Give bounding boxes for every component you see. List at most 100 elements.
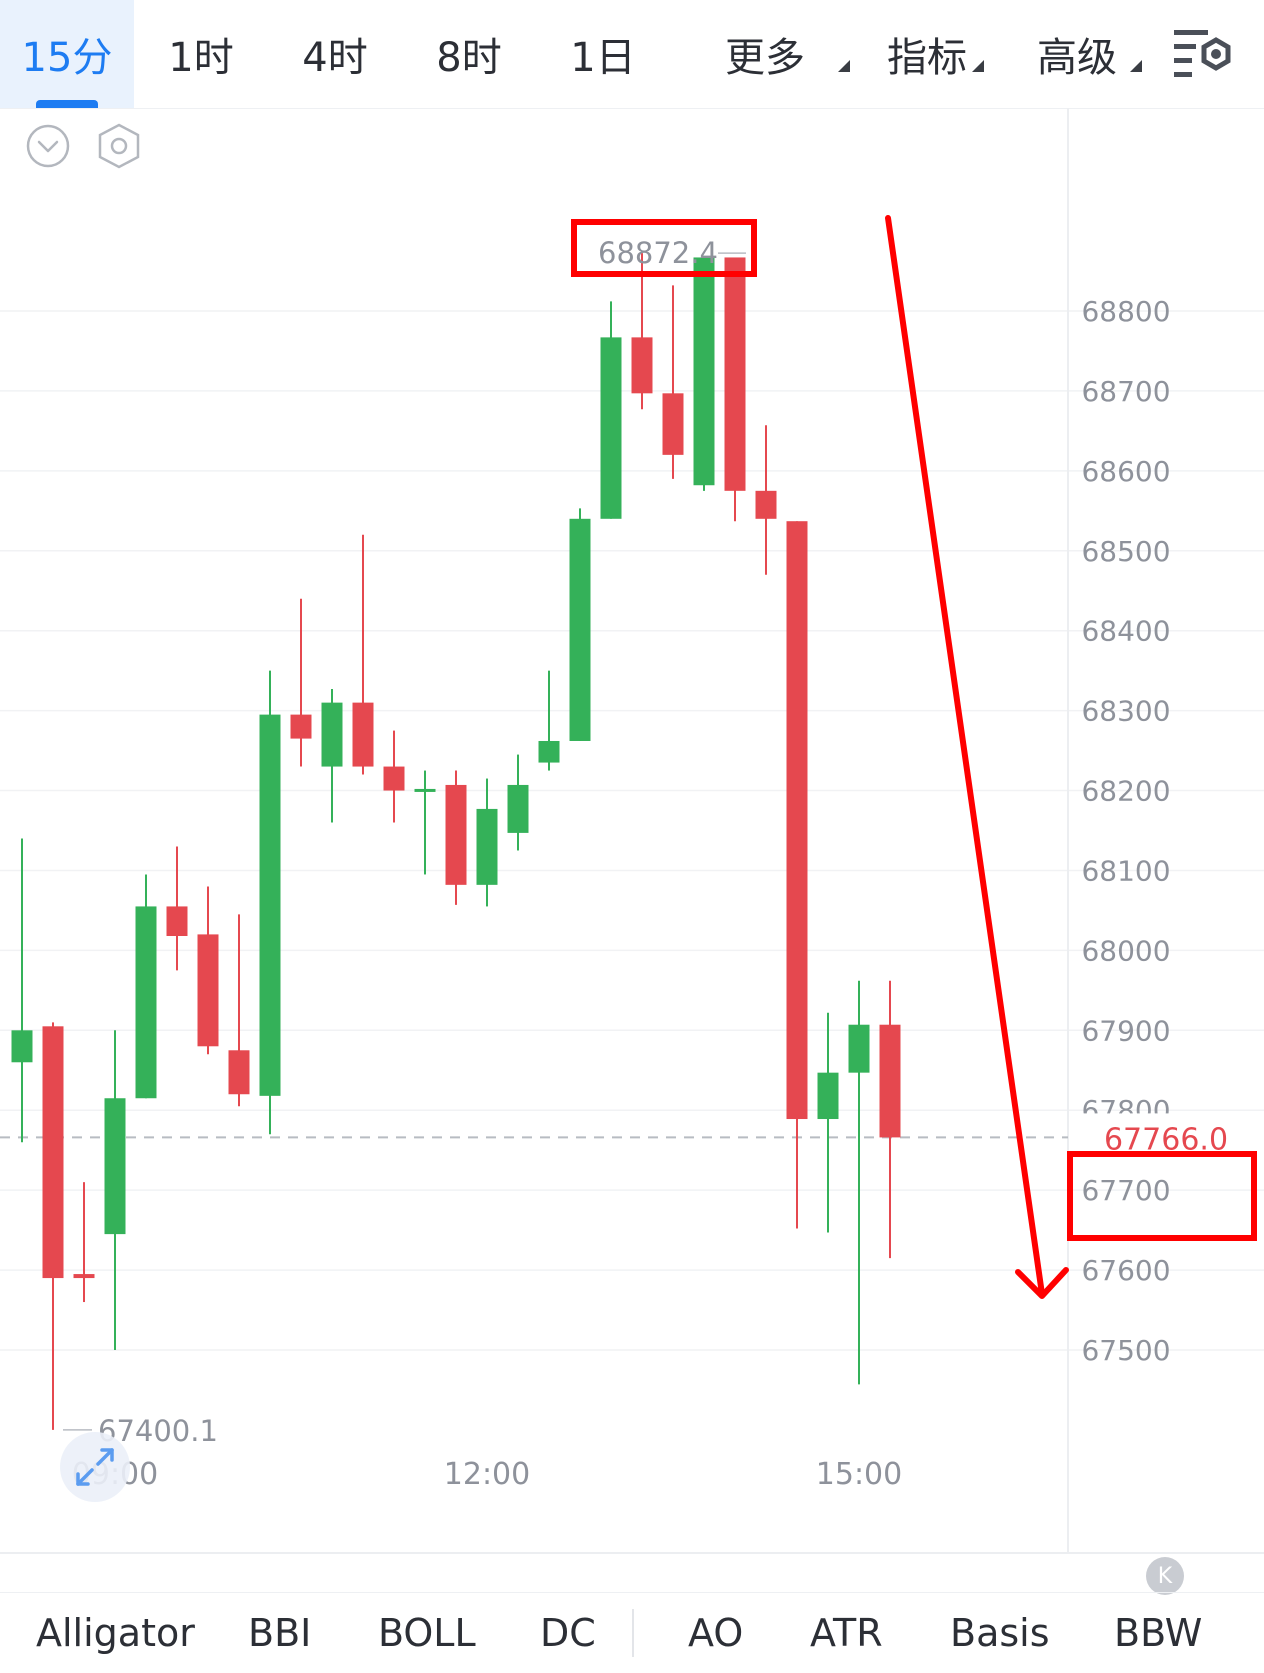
- price-highlight-box: [1067, 1151, 1257, 1241]
- candle: [104, 1030, 126, 1350]
- price-tick-label: 68300: [1081, 695, 1170, 728]
- indicator-basis[interactable]: Basis: [950, 1611, 1050, 1655]
- chart-settings-icon[interactable]: [1172, 24, 1234, 82]
- candle-body: [228, 1050, 250, 1095]
- fullscreen-button[interactable]: [60, 1432, 130, 1502]
- price-tick-label: 68600: [1081, 455, 1170, 488]
- candle: [352, 534, 374, 775]
- tab-label: 高级: [1037, 35, 1117, 81]
- tab-label: 1时: [168, 35, 234, 81]
- time-tick-label: 12:00: [444, 1457, 530, 1492]
- tab-more[interactable]: 更多: [670, 0, 860, 108]
- tab-label: 4时: [302, 35, 368, 81]
- candle-body: [290, 714, 312, 739]
- candle-body: [817, 1072, 839, 1120]
- price-tick-label: 68700: [1081, 375, 1170, 408]
- candle: [321, 689, 343, 823]
- price-tick-label: 68200: [1081, 775, 1170, 808]
- candle: [228, 914, 250, 1107]
- down-arrow-head: [1015, 1267, 1069, 1299]
- price-tick-label: 68100: [1081, 854, 1170, 887]
- price-tick-label: 68500: [1081, 535, 1170, 568]
- tab-indicators[interactable]: 指标: [860, 0, 994, 108]
- tab-1h[interactable]: 1时: [134, 0, 268, 108]
- candle: [383, 730, 405, 823]
- chevron-down-circle-icon[interactable]: [26, 124, 70, 168]
- candle-body: [42, 1026, 64, 1279]
- candle: [879, 980, 901, 1259]
- candle: [11, 838, 33, 1143]
- candle: [786, 521, 808, 1229]
- indicator-divider: [632, 1609, 634, 1657]
- candle-body: [73, 1274, 95, 1279]
- grid-lines: [0, 310, 1264, 1351]
- tab-15m[interactable]: 15分: [0, 0, 134, 108]
- candle-body: [445, 784, 467, 885]
- candlestick-chart: 68800 68700 68600 68500 68400 68300 68200 68100…: [0, 108, 1264, 1554]
- candle: [507, 754, 529, 851]
- dropdown-caret-icon: [1130, 60, 1142, 72]
- candle-body: [166, 906, 188, 936]
- down-arrow-shaft: [885, 215, 1045, 1297]
- candle-body: [724, 257, 746, 491]
- indicator-bar: Alligator BBI BOLL DC AO ATR Basis BBW: [0, 1592, 1264, 1673]
- price-tick-label: 68800: [1081, 295, 1170, 328]
- candle-body: [197, 934, 219, 1047]
- tab-advanced[interactable]: 高级: [1002, 0, 1152, 108]
- time-tick-label: 15:00: [816, 1457, 902, 1492]
- candle: [600, 301, 622, 519]
- candle: [569, 508, 591, 741]
- candle: [693, 257, 715, 491]
- dropdown-caret-icon: [972, 60, 984, 72]
- candle-body: [414, 788, 436, 792]
- candle-body: [538, 740, 560, 763]
- candles: [11, 253, 901, 1430]
- tab-label: 1日: [570, 35, 636, 81]
- indicator-atr[interactable]: ATR: [810, 1611, 883, 1655]
- last-price-line: 67766.0: [0, 1113, 1254, 1162]
- indicator-bbi[interactable]: BBI: [248, 1611, 312, 1655]
- tab-8h[interactable]: 8时: [402, 0, 536, 108]
- hexagon-settings-icon[interactable]: [96, 122, 142, 170]
- candle-body: [104, 1098, 126, 1235]
- candle-body: [321, 702, 343, 767]
- candle: [631, 253, 653, 410]
- candle: [259, 670, 281, 1135]
- candle-body: [662, 393, 684, 455]
- indicator-dc[interactable]: DC: [540, 1611, 596, 1655]
- price-tick-label: 68400: [1081, 615, 1170, 648]
- candle: [848, 980, 870, 1385]
- candle-body: [755, 490, 777, 519]
- candle-body: [693, 257, 715, 486]
- price-tick-label: 67900: [1081, 1014, 1170, 1047]
- candle: [724, 257, 746, 522]
- candle: [662, 285, 684, 479]
- candle-body: [135, 906, 157, 1099]
- indicator-alligator[interactable]: Alligator: [36, 1611, 195, 1655]
- candle: [135, 874, 157, 1099]
- candle: [445, 770, 467, 905]
- candle: [42, 1022, 64, 1430]
- red-annotations: [571, 215, 1257, 1299]
- high-highlight-box: [571, 219, 757, 277]
- k-line-badge[interactable]: K: [1146, 1557, 1184, 1595]
- candle-body: [507, 784, 529, 833]
- candle: [290, 598, 312, 767]
- candle: [414, 770, 436, 875]
- price-tick-label: 67500: [1081, 1334, 1170, 1367]
- candle-body: [631, 337, 653, 394]
- price-axis: 68800 68700 68600 68500 68400 68300 68200 68100…: [1081, 295, 1170, 1367]
- candle-body: [476, 808, 498, 885]
- tab-1d[interactable]: 1日: [536, 0, 670, 108]
- tab-label: 指标: [887, 35, 967, 81]
- candle: [755, 425, 777, 575]
- active-tab-indicator: [36, 100, 98, 108]
- tab-4h[interactable]: 4时: [268, 0, 402, 108]
- indicator-bbw[interactable]: BBW: [1114, 1611, 1203, 1655]
- candle: [817, 1012, 839, 1233]
- indicator-ao[interactable]: AO: [688, 1611, 744, 1655]
- expand-arrows-icon: [76, 1448, 114, 1486]
- candle-body: [11, 1030, 33, 1063]
- indicator-boll[interactable]: BOLL: [378, 1611, 476, 1655]
